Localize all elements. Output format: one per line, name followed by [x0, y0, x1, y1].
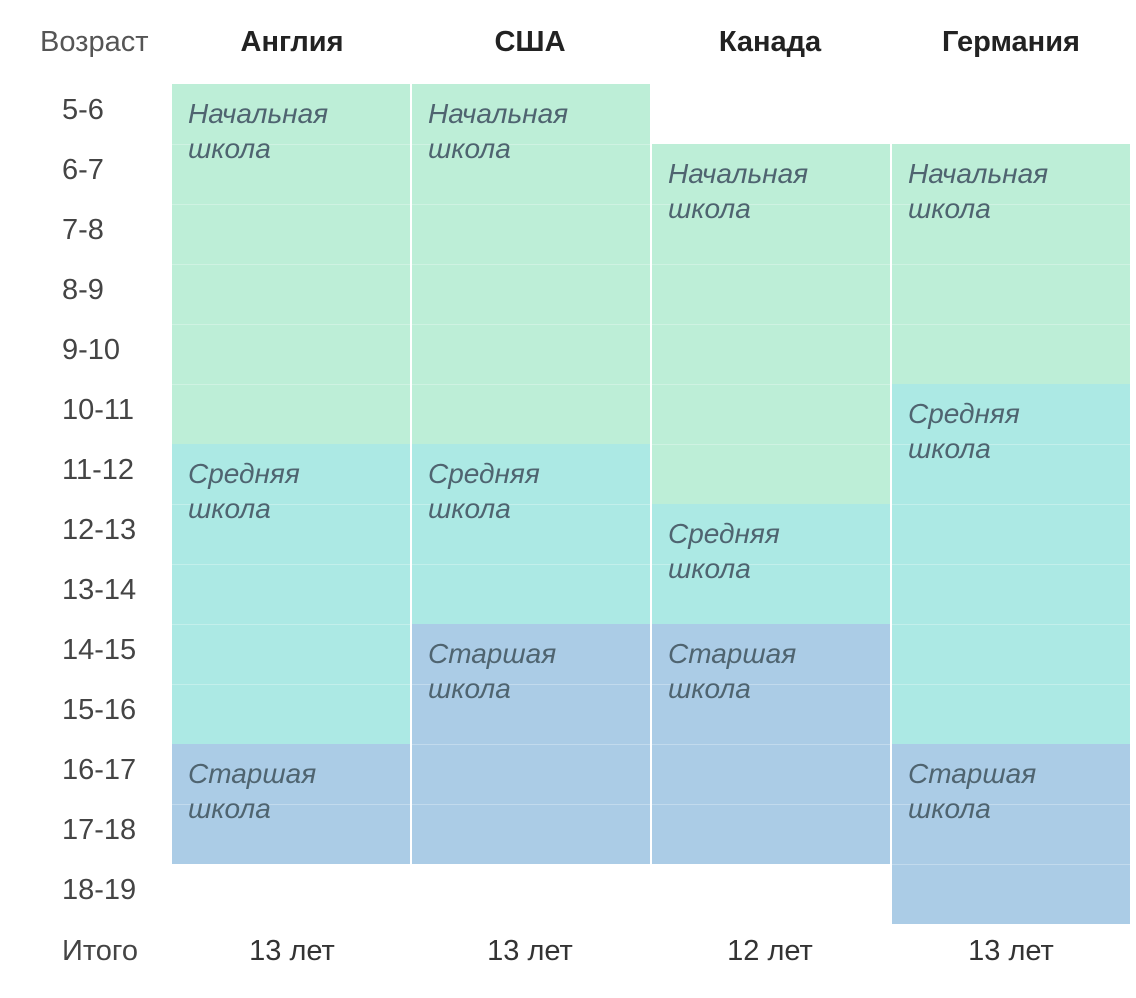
row-gridline [172, 264, 410, 265]
row-gridline [652, 264, 890, 265]
row-gridline [172, 504, 410, 505]
age-label: 6-7 [62, 154, 104, 186]
stage-label: Средняя школа [188, 458, 300, 524]
age-label: 16-17 [62, 754, 137, 786]
row-gridline [172, 204, 410, 205]
row-gridline [892, 864, 1130, 865]
row-gridline [412, 744, 650, 745]
row-gridline [412, 804, 650, 805]
age-label: 18-19 [62, 874, 137, 906]
total-label: Итого [62, 935, 138, 967]
row-gridline [172, 684, 410, 685]
age-label: 9-10 [62, 334, 121, 366]
row-gridline [652, 684, 890, 685]
canada-high-school-block: Старшая школа [652, 624, 890, 864]
age-column-header: Возраст [40, 26, 149, 58]
stage-label: Средняя школа [908, 398, 1020, 464]
row-gridline [652, 204, 890, 205]
age-label: 13-14 [62, 574, 137, 606]
row-gridline [412, 324, 650, 325]
row-gridline [172, 324, 410, 325]
germany-high-school-block: Старшая школа [892, 744, 1130, 924]
total-usa: 13 лет [487, 935, 573, 967]
country-header-usa: США [494, 26, 566, 58]
age-label: 8-9 [62, 274, 104, 306]
row-gridline [412, 264, 650, 265]
row-gridline [652, 324, 890, 325]
stage-label: Старшая школа [668, 638, 797, 704]
row-gridline [412, 564, 650, 565]
stage-label: Средняя школа [428, 458, 540, 524]
stage-label: Начальная школа [188, 98, 329, 164]
usa-primary-school-block: Начальная школа [412, 84, 650, 444]
row-gridline [892, 564, 1130, 565]
stage-label: Начальная школа [668, 158, 809, 224]
total-england: 13 лет [249, 935, 335, 967]
row-gridline [652, 384, 890, 385]
column-separator [410, 84, 412, 924]
germany-primary-school-block: Начальная школа [892, 144, 1130, 384]
england-high-school-block: Старшая школа [172, 744, 410, 864]
row-gridline [892, 804, 1130, 805]
age-label: 17-18 [62, 814, 137, 846]
stage-label: Средняя школа [668, 518, 780, 584]
row-gridline [892, 264, 1130, 265]
row-gridline [652, 564, 890, 565]
stage-label: Старшая школа [188, 758, 317, 824]
row-gridline [172, 624, 410, 625]
canada-primary-school-block: Начальная школа [652, 144, 890, 504]
age-label: 12-13 [62, 514, 137, 546]
row-gridline [652, 444, 890, 445]
row-gridline [652, 744, 890, 745]
canada-middle-school-block: Средняя школа [652, 504, 890, 624]
england-primary-school-block: Начальная школа [172, 84, 410, 444]
row-gridline [172, 384, 410, 385]
germany-middle-school-block: Средняя школа [892, 384, 1130, 744]
row-gridline [652, 804, 890, 805]
england-middle-school-block: Средняя школа [172, 444, 410, 744]
total-germany: 13 лет [968, 935, 1054, 967]
row-gridline [892, 504, 1130, 505]
stage-label: Старшая школа [908, 758, 1037, 824]
row-gridline [892, 324, 1130, 325]
stage-label: Начальная школа [908, 158, 1049, 224]
row-gridline [892, 624, 1130, 625]
total-canada: 12 лет [727, 935, 813, 967]
row-gridline [412, 204, 650, 205]
country-header-england: Англия [240, 26, 344, 58]
row-gridline [892, 444, 1130, 445]
country-header-canada: Канада [718, 26, 822, 58]
age-label: 10-11 [62, 394, 135, 426]
age-label: 5-6 [62, 94, 104, 126]
usa-high-school-block: Старшая школа [412, 624, 650, 864]
column-separator [650, 84, 652, 924]
age-label: 11-12 [62, 454, 135, 486]
row-gridline [892, 204, 1130, 205]
row-gridline [172, 564, 410, 565]
row-gridline [412, 684, 650, 685]
row-gridline [172, 144, 410, 145]
row-gridline [412, 504, 650, 505]
row-gridline [892, 684, 1130, 685]
column-separator [890, 84, 892, 924]
age-label: 15-16 [62, 694, 137, 726]
row-gridline [172, 804, 410, 805]
stage-label: Начальная школа [428, 98, 569, 164]
age-label: 14-15 [62, 634, 137, 666]
row-gridline [412, 144, 650, 145]
country-header-germany: Германия [942, 26, 1080, 58]
usa-middle-school-block: Средняя школа [412, 444, 650, 624]
age-label: 7-8 [62, 214, 104, 246]
stage-label: Старшая школа [428, 638, 557, 704]
row-gridline [412, 384, 650, 385]
